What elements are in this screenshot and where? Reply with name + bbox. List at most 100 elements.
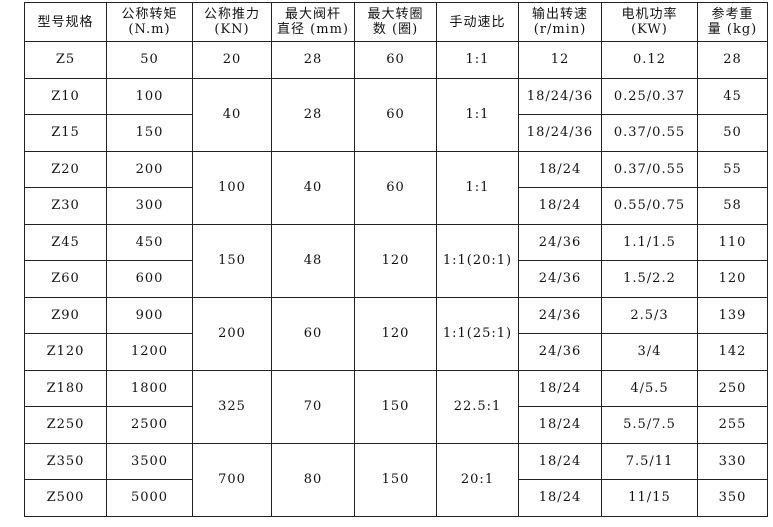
- model-cell: Z500: [24, 479, 107, 517]
- output-speed-cell: 24/36: [518, 223, 602, 261]
- manual-ratio-cell: 1:1: [436, 150, 519, 225]
- column-header: 公称推力 (KN): [192, 2, 272, 42]
- table-row: Z90 900 200 60 120 1:1(25:1) 24/36 2.5/3 139: [24, 296, 768, 371]
- header-line-1: 输出转速: [531, 7, 588, 22]
- stem-diameter-cell: 80: [271, 442, 355, 517]
- thrust-cell: 150: [192, 223, 272, 298]
- header-line-1: 最大转圈: [367, 7, 424, 22]
- weight-cell: 120: [697, 260, 768, 298]
- column-header: 输出转速 (r/min): [518, 2, 602, 42]
- thrust-cell: 100: [192, 150, 272, 225]
- thrust-cell: 40: [192, 77, 272, 152]
- thrust-cell: 325: [192, 369, 272, 444]
- weight-cell: 250: [697, 369, 768, 407]
- weight-cell: 110: [697, 223, 768, 261]
- table-row: Z60 600 24/36 1.5/2.2 120: [24, 260, 768, 298]
- thrust-cell: 200: [192, 296, 272, 371]
- header-line-2: 数 (圈): [372, 22, 419, 37]
- output-speed-cell: 18/24: [518, 479, 602, 517]
- motor-power-cell: 11/15: [601, 479, 698, 517]
- table-row: Z15 150 18/24/36 0.37/0.55 50: [24, 114, 768, 152]
- model-cell: Z15: [24, 114, 107, 152]
- turns-cell: 120: [354, 223, 437, 298]
- table-row: Z120 1200 24/36 3/4 142: [24, 333, 768, 371]
- model-cell: Z60: [24, 260, 107, 298]
- turns-cell: 60: [354, 150, 437, 225]
- weight-cell: 139: [697, 296, 768, 334]
- header-line-2: (r/min): [533, 22, 587, 37]
- torque-cell: 450: [106, 223, 193, 261]
- output-speed-cell: 24/36: [518, 260, 602, 298]
- column-header: 手动速比: [436, 2, 519, 42]
- torque-cell: 200: [106, 150, 193, 188]
- spec-table: 型号规格 公称转矩 (N.m) 公称推力 (KN) 最大阀杆 直径 (mm) 最大转圈数 (圈…: [24, 2, 768, 517]
- stem-diameter-cell: 28: [271, 77, 355, 152]
- model-cell: Z20: [24, 150, 107, 188]
- output-speed-cell: 18/24: [518, 369, 602, 407]
- table-row: Z30 300 18/24 0.55/0.75 58: [24, 187, 768, 225]
- motor-power-cell: 0.12: [601, 41, 698, 79]
- column-header: 电机功率 (KW): [601, 2, 698, 42]
- table-row: Z180 1800 325 70 150 22.5:1 18/24 4/5.5 250: [24, 369, 768, 444]
- weight-cell: 58: [697, 187, 768, 225]
- stem-diameter-cell: 70: [271, 369, 355, 444]
- output-speed-cell: 12: [518, 41, 602, 79]
- turns-cell: 150: [354, 369, 437, 444]
- motor-power-cell: 0.25/0.37: [601, 77, 698, 115]
- header-line-1: 电机功率: [621, 7, 678, 22]
- turns-cell: 60: [354, 77, 437, 152]
- thrust-cell: 700: [192, 442, 272, 517]
- turns-cell: 150: [354, 442, 437, 517]
- table-row: Z250 2500 18/24 5.5/7.5 255: [24, 406, 768, 444]
- manual-ratio-cell: 1:1: [436, 41, 519, 79]
- output-speed-cell: 24/36: [518, 333, 602, 371]
- header-line-2: 直径 (mm): [277, 22, 349, 37]
- weight-cell: 50: [697, 114, 768, 152]
- model-cell: Z30: [24, 187, 107, 225]
- manual-ratio-cell: 1:1: [436, 77, 519, 152]
- column-header: 最大转圈数 (圈): [354, 2, 437, 42]
- turns-cell: 120: [354, 296, 437, 371]
- column-header: 最大阀杆 直径 (mm): [271, 2, 355, 42]
- weight-cell: 45: [697, 77, 768, 115]
- weight-cell: 142: [697, 333, 768, 371]
- torque-cell: 900: [106, 296, 193, 334]
- torque-cell: 1800: [106, 369, 193, 407]
- header-row: 型号规格 公称转矩 (N.m) 公称推力 (KN) 最大阀杆 直径 (mm) 最大转圈数 (圈…: [24, 2, 768, 42]
- stem-diameter-cell: 60: [271, 296, 355, 371]
- weight-cell: 55: [697, 150, 768, 188]
- output-speed-cell: 18/24: [518, 406, 602, 444]
- manual-ratio-cell: 1:1(25:1): [436, 296, 519, 371]
- header-line-1: 参考重: [711, 7, 754, 22]
- torque-cell: 100: [106, 77, 193, 115]
- output-speed-cell: 18/24/36: [518, 77, 602, 115]
- torque-cell: 3500: [106, 442, 193, 480]
- torque-cell: 50: [106, 41, 193, 79]
- stem-diameter-cell: 28: [271, 41, 355, 79]
- column-header: 型号规格: [24, 2, 107, 42]
- motor-power-cell: 3/4: [601, 333, 698, 371]
- motor-power-cell: 4/5.5: [601, 369, 698, 407]
- stem-diameter-cell: 48: [271, 223, 355, 298]
- table-row: Z45 450 150 48 120 1:1(20:1) 24/36 1.1/1.5 110: [24, 223, 768, 298]
- table-row: Z5 50 20 28 60 1:1 12 0.12 28: [24, 41, 768, 79]
- column-header: 参考重量 (kg): [697, 2, 768, 42]
- model-cell: Z180: [24, 369, 107, 407]
- motor-power-cell: 1.1/1.5: [601, 223, 698, 261]
- weight-cell: 28: [697, 41, 768, 79]
- manual-ratio-cell: 22.5:1: [436, 369, 519, 444]
- header-line-2: (KW): [631, 22, 668, 37]
- torque-cell: 600: [106, 260, 193, 298]
- motor-power-cell: 0.37/0.55: [601, 150, 698, 188]
- header-line-1: 公称推力: [203, 7, 260, 22]
- header-line-1: 公称转矩: [121, 7, 178, 22]
- torque-cell: 300: [106, 187, 193, 225]
- weight-cell: 330: [697, 442, 768, 480]
- thrust-cell: 20: [192, 41, 272, 79]
- model-cell: Z120: [24, 333, 107, 371]
- table-row: Z500 5000 18/24 11/15 350: [24, 479, 768, 517]
- torque-cell: 150: [106, 114, 193, 152]
- header-line-2: 量 (kg): [707, 22, 758, 37]
- weight-cell: 350: [697, 479, 768, 517]
- torque-cell: 2500: [106, 406, 193, 444]
